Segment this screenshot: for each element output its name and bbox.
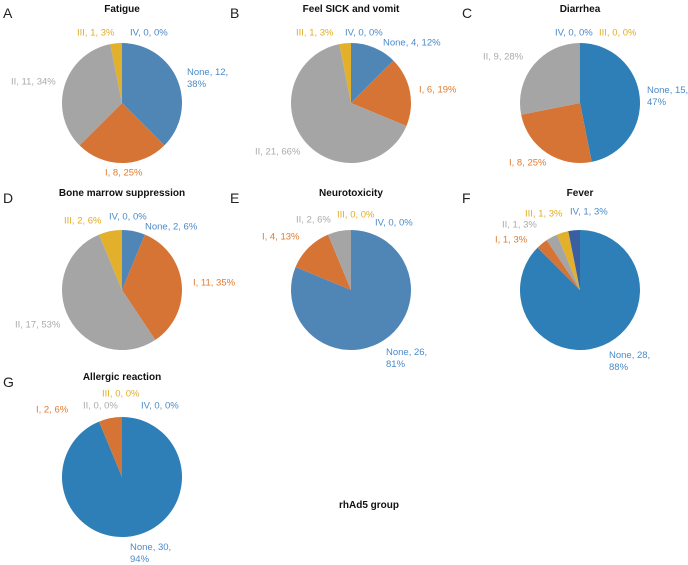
pie-slice-grade-ii: [62, 234, 156, 350]
data-label-grade-iii: III, 1, 3%: [77, 28, 115, 39]
pie-slice-grade-iii: [557, 231, 580, 290]
panel-letter: D: [3, 190, 13, 206]
pie-panel-c: C Diarrhea None, 15, 47% I, 8, 25% II, 9, 28%…: [462, 4, 688, 169]
pie-title: Neurotoxicity: [319, 188, 383, 199]
data-label-grade-iv: IV, 1, 3%: [570, 207, 608, 218]
data-label-grade-iii: III, 1, 3%: [296, 28, 334, 39]
pie-panel-f: F Fever None, 28, 88% I, 1, 3% II, 1, 3%III, …: [462, 188, 650, 373]
pie-slice-grade-i: [521, 103, 592, 164]
pie-slice-grade-ii: [546, 234, 580, 290]
pie-slice-grade-i: [122, 234, 183, 340]
data-label-grade-ii: II, 2, 6%: [296, 215, 331, 226]
data-label-none: None, 26, 81%: [386, 347, 427, 370]
pie-panel-e: E Neurotoxicity None, 26, 81% I, 4, 13% II, 2…: [230, 188, 427, 370]
panel-letter: B: [230, 5, 239, 21]
pie-slice-grade-ii: [520, 43, 580, 115]
pie-slice-grade-i: [99, 417, 122, 477]
pie-slice-none: [351, 43, 394, 103]
data-label-grade-i: I, 1, 3%: [495, 235, 528, 246]
data-label-grade-iv: IV, 0, 0%: [375, 218, 413, 229]
pie-slice-none: [580, 43, 641, 162]
data-label-grade-iv: IV, 0, 0%: [141, 401, 179, 412]
pie-title: Allergic reaction: [83, 372, 161, 383]
data-label-grade-ii: II, 17, 53%: [15, 320, 61, 331]
data-label-grade-i: I, 11, 35%: [193, 278, 236, 289]
pie-slice-grade-iii: [339, 43, 351, 103]
pie-panel-a: A Fatigue None, 12, 38% I, 8, 25% II, 11, 34%…: [3, 4, 228, 179]
data-label-grade-iv: IV, 0, 0%: [345, 28, 383, 39]
pie-panel-b: B Feel SICK and vomit None, 4, 12% I, 6, 19…: [230, 4, 457, 164]
pie-title: Diarrhea: [560, 4, 601, 15]
data-label-grade-iv: IV, 0, 0%: [555, 28, 593, 39]
pie-slice-grade-i: [79, 103, 165, 164]
data-label-none: None, 30, 94%: [130, 542, 171, 565]
data-label-none: None, 2, 6%: [145, 222, 198, 233]
data-label-grade-iii: III, 0, 0%: [599, 28, 637, 39]
panel-letter: A: [3, 5, 13, 21]
pie-panel-d: D Bone marrow suppression None, 2, 6% I, 11…: [3, 188, 236, 350]
panel-letter: F: [462, 190, 471, 206]
data-label-grade-ii: II, 9, 28%: [483, 52, 524, 63]
pie-slice-grade-ii: [61, 44, 122, 146]
pie-slice-none: [520, 230, 641, 351]
pie-title: Fatigue: [104, 4, 140, 15]
data-label-grade-i: I, 2, 6%: [36, 405, 69, 416]
panel-letter: E: [230, 190, 239, 206]
pie-panel-g: G Allergic reaction None, 30, 94% I, 2, 6% II…: [3, 372, 182, 565]
data-label-none: None, 4, 12%: [383, 38, 441, 49]
pie-slice-none: [122, 43, 183, 146]
data-label-grade-ii: II, 11, 34%: [11, 77, 56, 88]
panel-letter: C: [462, 5, 472, 21]
pie-title: Fever: [567, 188, 594, 199]
pie-slice-grade-iii: [110, 43, 122, 103]
data-label-grade-i: I, 8, 25%: [509, 158, 547, 169]
pie-slice-grade-i: [537, 240, 580, 290]
data-label-grade-ii: II, 21, 66%: [255, 147, 301, 158]
data-label-grade-iv: IV, 0, 0%: [130, 28, 168, 39]
pie-slice-grade-i: [351, 60, 412, 126]
data-label-none: None, 15, 47%: [647, 85, 688, 108]
data-label-none: None, 12, 38%: [187, 67, 228, 90]
pie-slice-grade-ii: [328, 230, 351, 290]
panel-letter: G: [3, 374, 14, 390]
data-label-none: None, 28, 88%: [609, 350, 650, 373]
data-label-grade-i: I, 4, 13%: [262, 232, 300, 243]
pie-slice-grade-iv: [568, 230, 580, 290]
data-label-grade-iv: IV, 0, 0%: [109, 212, 147, 223]
data-label-grade-iii: III, 1, 3%: [525, 209, 563, 220]
pie-title: Bone marrow suppression: [59, 188, 185, 199]
pie-slice-grade-i: [295, 234, 351, 290]
data-label-grade-i: I, 6, 19%: [419, 85, 457, 96]
data-label-grade-iii: III, 2, 6%: [64, 216, 102, 227]
pie-title: Feel SICK and vomit: [303, 4, 400, 15]
data-label-grade-i: I, 8, 25%: [105, 168, 143, 179]
data-label-grade-ii: II, 0, 0%: [83, 401, 118, 412]
data-label-grade-iii: III, 0, 0%: [102, 389, 140, 400]
pie-slice-none: [122, 230, 145, 290]
data-label-grade-iii: III, 0, 0%: [337, 210, 375, 221]
figure-caption: rhAd5 group: [339, 500, 399, 511]
pie-slice-grade-ii: [291, 44, 407, 164]
pie-slice-grade-iii: [99, 230, 122, 290]
data-label-grade-ii: II, 1, 3%: [502, 220, 537, 231]
